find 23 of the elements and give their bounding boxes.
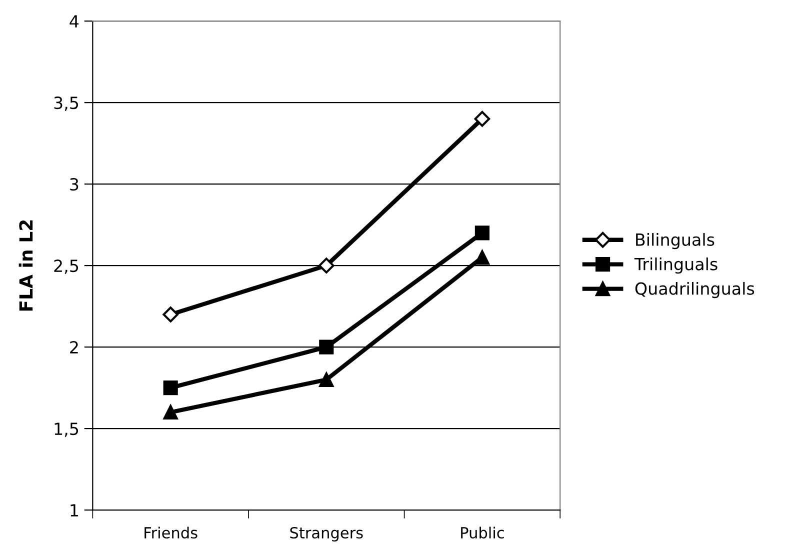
point [319,372,334,387]
point [474,110,490,127]
point [474,226,490,240]
x-tick-label: Friends [144,526,198,539]
y-tick-label: 3,5 [54,96,78,111]
y-axis-title: FLA in L2 [18,220,33,311]
point [319,340,334,354]
legend-label: Quadrilinguals [635,282,754,298]
y-tick-label: 1,5 [54,422,78,437]
point [163,380,178,396]
y-tick-label: 4 [70,15,79,28]
point [163,404,178,420]
y-tick-label: 1 [70,504,78,516]
x-tick-label: Public [461,526,504,539]
legend-label: Trilinguals [634,258,718,274]
x-tick-label: Strangers [290,526,363,542]
point [162,306,179,322]
y-tick-label: 2 [70,341,78,354]
point [474,250,490,265]
point [318,258,334,274]
y-tick-label: 3 [70,178,78,191]
y-tick-label: 2,5 [54,260,78,274]
legend-label: Bilinguals [636,233,714,250]
